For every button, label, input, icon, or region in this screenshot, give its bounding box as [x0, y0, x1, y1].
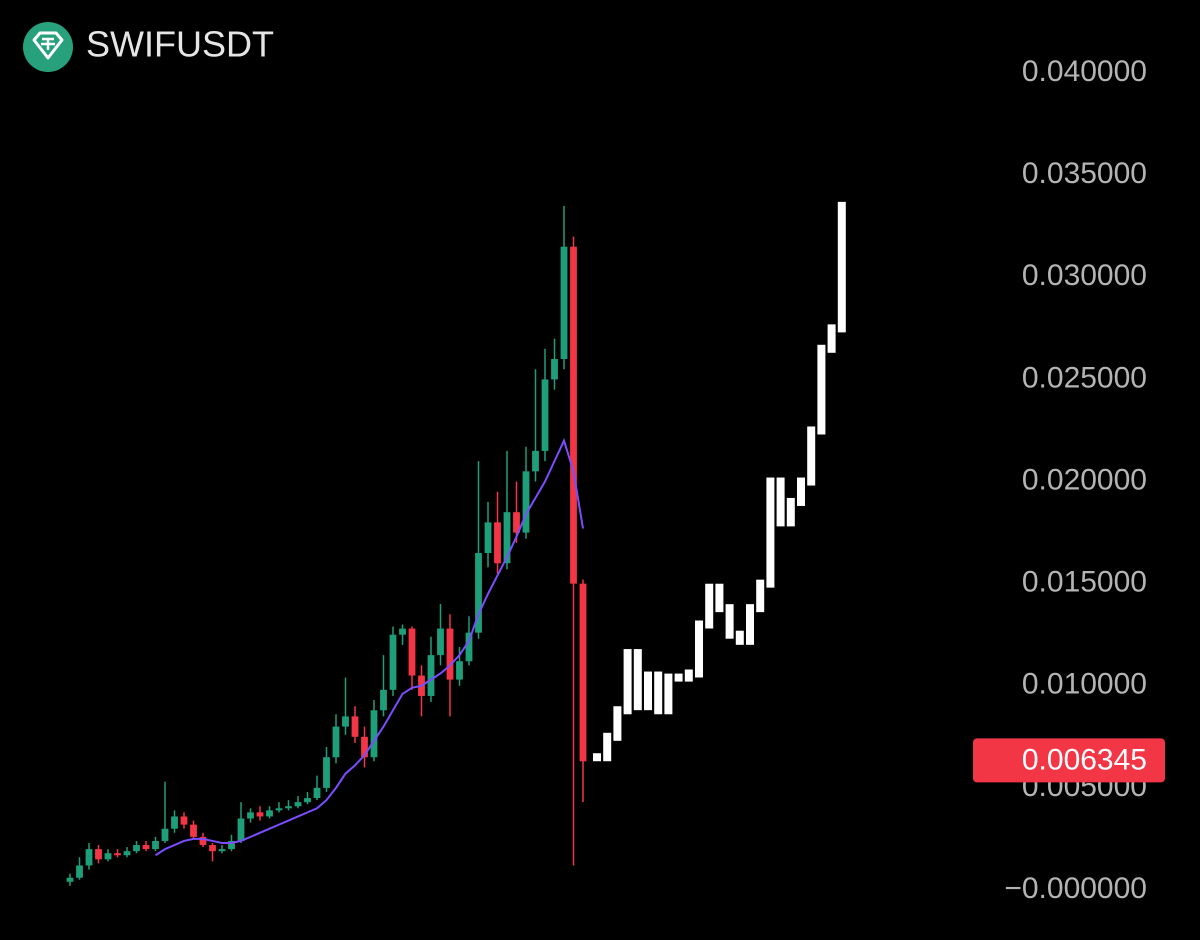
y-tick-label: 0.040000	[1022, 55, 1147, 88]
y-tick-label: 0.010000	[1022, 668, 1147, 701]
projection-step	[797, 477, 805, 506]
candle-body	[104, 853, 112, 860]
candle-body	[76, 865, 83, 878]
candle-body	[133, 845, 140, 852]
candle-body	[570, 246, 577, 584]
candle-body	[408, 628, 416, 676]
projection-step	[613, 706, 622, 741]
projection-step	[644, 671, 652, 711]
projection-step	[807, 426, 816, 486]
projection-step	[817, 344, 826, 435]
candle-body	[513, 512, 520, 533]
candle-body	[503, 512, 511, 564]
last-price-label: 0.006345	[1022, 743, 1147, 776]
projection-step	[725, 604, 734, 639]
y-tick-label: 0.025000	[1022, 361, 1147, 394]
candle-body	[180, 816, 188, 825]
last-price-box	[973, 738, 1165, 783]
y-tick-label: 0.035000	[1022, 157, 1147, 190]
candle-body	[247, 812, 254, 819]
candle-body	[313, 787, 321, 799]
candle-body	[494, 522, 501, 564]
candle-body	[256, 812, 264, 817]
projection-step	[664, 673, 673, 715]
candle-body	[85, 849, 93, 866]
projection-step	[684, 669, 693, 682]
projection-step	[827, 324, 836, 353]
candle-body	[522, 471, 530, 533]
candle-body	[266, 810, 273, 817]
candle-body	[446, 628, 454, 680]
projection-step	[623, 649, 632, 715]
candle-body	[332, 726, 340, 758]
projection-step	[695, 620, 703, 678]
projection-step	[837, 201, 846, 333]
candle-body	[465, 632, 473, 662]
candle-body	[475, 553, 482, 633]
candle-body	[304, 798, 311, 803]
projection-step	[735, 630, 744, 645]
candle-body	[370, 710, 378, 758]
candle-body	[551, 359, 558, 380]
candle-body	[66, 877, 74, 882]
projection-step	[633, 649, 642, 711]
candle-body	[560, 246, 568, 360]
candle-body	[541, 379, 549, 451]
projection-step	[654, 671, 663, 715]
candle-body	[275, 808, 283, 811]
y-tick-label: 0.015000	[1022, 566, 1147, 599]
candle-body	[532, 450, 539, 472]
candle-body	[142, 845, 150, 850]
projection-step	[674, 673, 683, 682]
candle-body	[579, 583, 587, 762]
projection-step	[593, 753, 601, 762]
candle-body	[323, 757, 330, 788]
projection-step	[705, 583, 714, 629]
chart-title: SWIFUSDT	[86, 24, 274, 65]
candle-body	[114, 853, 121, 856]
candle-body	[171, 816, 178, 829]
candle-body	[380, 689, 387, 711]
candle-body	[484, 522, 492, 554]
candle-body	[456, 661, 463, 680]
candle-body	[123, 851, 131, 856]
candle-body	[285, 806, 292, 809]
candle-body	[218, 849, 226, 852]
candle-body	[361, 736, 368, 758]
candle-body	[427, 655, 435, 696]
candle-body	[351, 716, 359, 737]
candle-body	[237, 818, 245, 841]
symbol-logo	[23, 22, 73, 72]
candle-body	[389, 634, 397, 690]
logo-mark	[41, 37, 55, 50]
candle-body	[399, 628, 406, 635]
y-tick-label: 0.020000	[1022, 463, 1147, 496]
candle-body	[209, 845, 216, 852]
projection-step	[756, 579, 765, 613]
candle-body	[342, 716, 349, 727]
candle-body	[95, 849, 102, 860]
moving-average-line	[154, 437, 584, 857]
candle-body	[161, 828, 169, 841]
projection-step	[776, 477, 785, 527]
projection-step	[603, 732, 612, 762]
y-tick-label: 0.030000	[1022, 259, 1147, 292]
projection-step	[746, 604, 754, 645]
candle-body	[152, 840, 159, 850]
candle-body	[437, 628, 444, 656]
candle-body	[228, 840, 235, 850]
logo-icon	[32, 31, 64, 60]
projection-step	[766, 477, 775, 588]
candle-body	[199, 836, 207, 846]
candle-body	[190, 824, 197, 837]
projection-step	[786, 497, 795, 527]
projection-step	[715, 583, 724, 613]
candle-body	[294, 802, 302, 807]
y-tick-label: −0.000000	[1004, 872, 1147, 905]
